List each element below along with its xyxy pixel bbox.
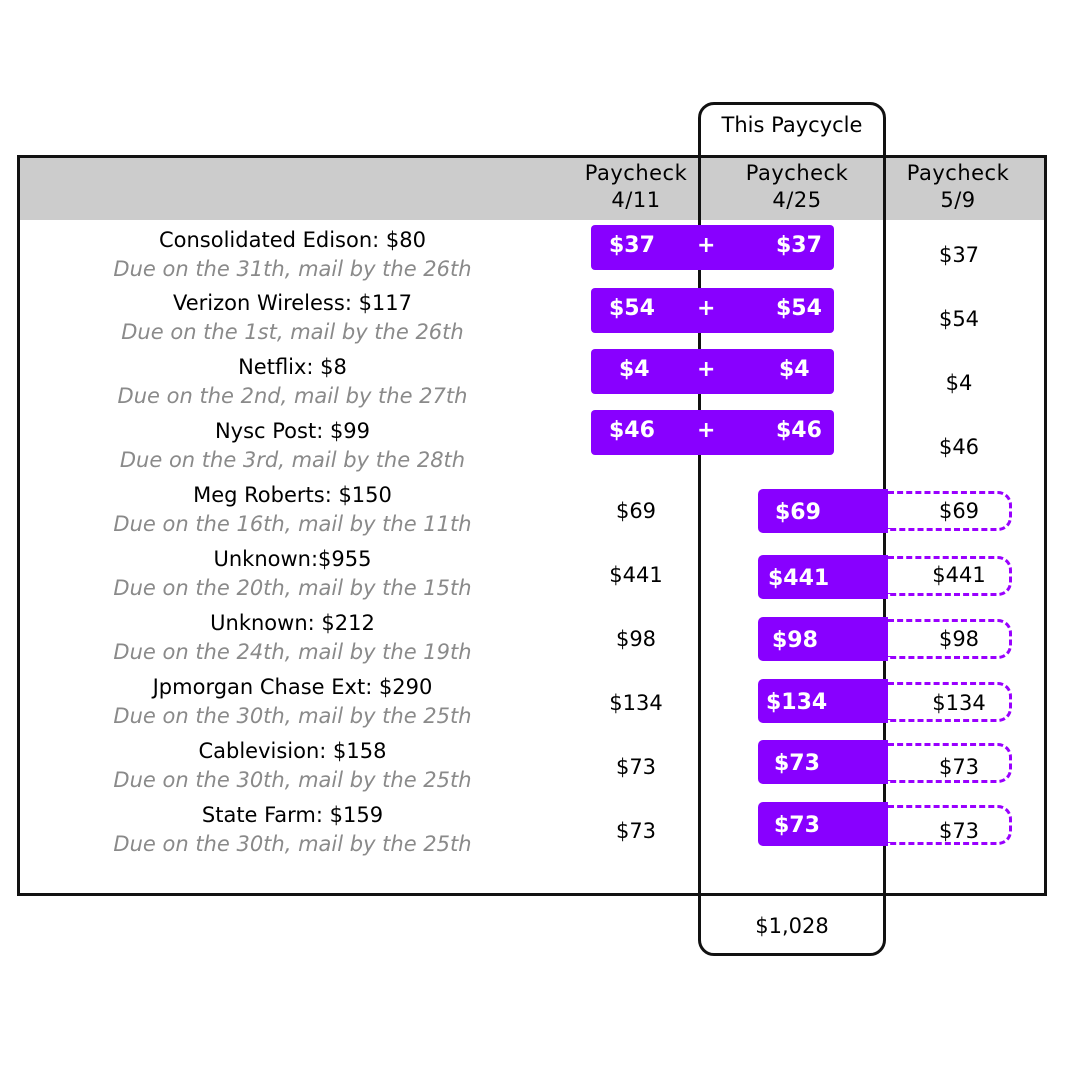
bill-due-note: Due on the 30th, mail by the 25th — [113, 704, 472, 728]
bill-name: Unknown:$955 — [213, 547, 372, 571]
paycheck-1-amount: $69 — [615, 499, 657, 523]
paycycle-total: $1,028 — [755, 914, 829, 938]
bill-due-note: Due on the 1st, mail by the 26th — [121, 320, 464, 344]
split-payment-bar[interactable]: $37 + $37 — [591, 225, 834, 270]
bill-row: Netflix: $8 Due on the 2nd, mail by the … — [60, 353, 525, 411]
split-amount-first: $46 — [609, 418, 655, 443]
split-amount-second: $46 — [776, 418, 822, 443]
split-plus: + — [697, 296, 716, 321]
pill-dashed-continuation — [888, 491, 1012, 531]
split-amount-first: $37 — [609, 233, 655, 258]
paycheck-3-amount: $73 — [938, 755, 980, 779]
bill-due-note: Due on the 16th, mail by the 11th — [113, 512, 472, 536]
split-amount-second: $37 — [776, 233, 822, 258]
paycheck-3-amount: $37 — [938, 243, 980, 267]
bill-row: Unknown: $212 Due on the 24th, mail by t… — [60, 609, 525, 667]
column-header-paycheck-1: Paycheck 4/11 — [561, 160, 711, 214]
paycheck-1-amount: $441 — [609, 563, 663, 587]
pill-amount: $73 — [774, 751, 820, 776]
column-title: Paycheck — [584, 161, 688, 185]
split-payment-bar[interactable]: $4 + $4 — [591, 349, 834, 394]
paycheck-3-amount: $98 — [938, 627, 980, 651]
bill-name: Cablevision: $158 — [198, 739, 387, 763]
pill-dashed-continuation — [888, 619, 1012, 659]
this-paycycle-label: This Paycycle — [721, 113, 863, 137]
paycheck-3-amount: $134 — [932, 691, 986, 715]
paycheck-1-amount: $98 — [615, 627, 657, 651]
split-payment-bar[interactable]: $46 + $46 — [591, 410, 834, 455]
column-date: 4/25 — [772, 188, 822, 212]
bill-name: Nysc Post: $99 — [214, 419, 371, 443]
bill-due-note: Due on the 31th, mail by the 26th — [113, 257, 472, 281]
bill-due-note: Due on the 30th, mail by the 25th — [113, 832, 472, 856]
pill-amount: $69 — [775, 500, 821, 525]
split-amount-first: $4 — [619, 357, 650, 382]
split-plus: + — [697, 233, 716, 258]
column-title: Paycheck — [906, 161, 1010, 185]
pill-dashed-continuation — [888, 682, 1012, 722]
payment-pill[interactable]: $98 — [758, 617, 888, 661]
bill-row: Nysc Post: $99 Due on the 3rd, mail by t… — [60, 417, 525, 475]
bill-due-note: Due on the 2nd, mail by the 27th — [117, 384, 468, 408]
bill-row: Consolidated Edison: $80 Due on the 31th… — [60, 226, 525, 284]
bill-row: State Farm: $159 Due on the 30th, mail b… — [60, 801, 525, 859]
paycheck-3-amount: $441 — [932, 563, 986, 587]
pill-amount: $98 — [772, 628, 818, 653]
bill-due-note: Due on the 3rd, mail by the 28th — [119, 448, 466, 472]
paycheck-3-amount: $4 — [945, 371, 973, 395]
split-amount-second: $4 — [779, 357, 810, 382]
bill-name: Meg Roberts: $150 — [193, 483, 392, 507]
bill-name: Consolidated Edison: $80 — [158, 228, 426, 252]
bill-name: Netflix: $8 — [238, 355, 347, 379]
column-date: 5/9 — [940, 188, 976, 212]
payment-pill[interactable]: $69 — [758, 489, 888, 533]
bill-row: Cablevision: $158 Due on the 30th, mail … — [60, 737, 525, 795]
split-plus: + — [697, 357, 716, 382]
paycheck-3-amount: $69 — [938, 499, 980, 523]
column-header-paycheck-3: Paycheck 5/9 — [883, 160, 1033, 214]
payment-pill[interactable]: $73 — [758, 802, 888, 846]
split-amount-second: $54 — [776, 296, 822, 321]
payment-pill[interactable]: $441 — [758, 555, 888, 599]
bill-name: State Farm: $159 — [201, 803, 384, 827]
paycheck-1-amount: $73 — [615, 819, 657, 843]
bill-row: Jpmorgan Chase Ext: $290 Due on the 30th… — [60, 673, 525, 731]
bill-row: Verizon Wireless: $117 Due on the 1st, m… — [60, 289, 525, 347]
pill-dashed-continuation — [888, 743, 1012, 783]
paycheck-3-amount: $54 — [938, 307, 980, 331]
paycheck-3-amount: $46 — [938, 435, 980, 459]
bill-due-note: Due on the 24th, mail by the 19th — [113, 640, 472, 664]
payment-pill[interactable]: $73 — [758, 740, 888, 784]
split-plus: + — [697, 418, 716, 443]
column-header-paycheck-2: Paycheck 4/25 — [722, 160, 872, 214]
column-title: Paycheck — [745, 161, 849, 185]
paycheck-1-amount: $73 — [615, 755, 657, 779]
paycheck-1-amount: $134 — [609, 691, 663, 715]
bills-table-frame — [17, 155, 1047, 896]
split-amount-first: $54 — [609, 296, 655, 321]
bill-name: Jpmorgan Chase Ext: $290 — [152, 675, 433, 699]
split-payment-bar[interactable]: $54 + $54 — [591, 288, 834, 333]
paycheck-3-amount: $73 — [938, 819, 980, 843]
pill-amount: $73 — [774, 813, 820, 838]
bill-row: Meg Roberts: $150 Due on the 16th, mail … — [60, 481, 525, 539]
bill-due-note: Due on the 20th, mail by the 15th — [113, 576, 472, 600]
pill-dashed-continuation — [888, 805, 1012, 845]
bill-due-note: Due on the 30th, mail by the 25th — [113, 768, 472, 792]
pill-amount: $441 — [768, 566, 830, 591]
table-header-band — [20, 158, 1044, 220]
pill-amount: $134 — [766, 690, 828, 715]
pill-dashed-continuation — [888, 556, 1012, 596]
bill-row: Unknown:$955 Due on the 20th, mail by th… — [60, 545, 525, 603]
bill-name: Verizon Wireless: $117 — [172, 291, 413, 315]
payment-pill[interactable]: $134 — [758, 679, 888, 723]
column-date: 4/11 — [611, 188, 661, 212]
bill-name: Unknown: $212 — [210, 611, 375, 635]
